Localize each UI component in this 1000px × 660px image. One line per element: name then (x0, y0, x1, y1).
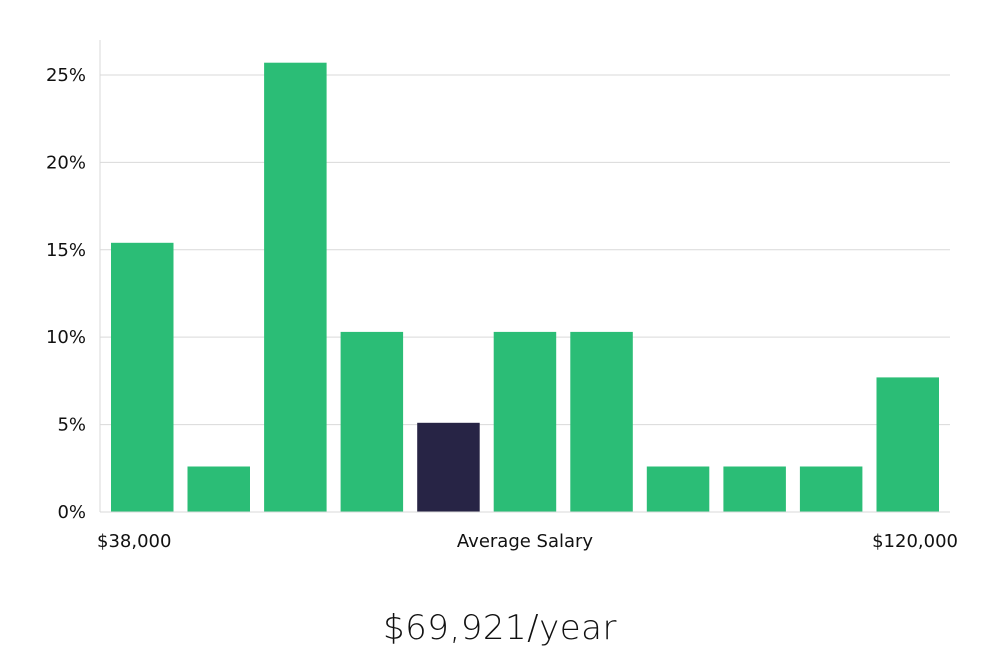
histogram-bar (111, 242, 174, 513)
histogram-bar (493, 331, 557, 512)
x-axis-title: Average Salary (457, 531, 594, 552)
histogram-bar (646, 466, 710, 512)
y-axis-ticks: 0% 5% 10% 15% 20% 25% (46, 65, 86, 523)
histogram-bar (799, 466, 863, 512)
average-salary-value: $69,921/year (383, 608, 617, 648)
histogram-bar (187, 466, 250, 512)
histogram-bar-highlighted (417, 422, 480, 512)
histogram-bar (876, 377, 939, 512)
histogram-bar (264, 62, 327, 512)
salary-histogram-chart: 0%5%10%15%20%25% $38,000 Average Salary … (46, 40, 958, 552)
y-tick-label: 25% (46, 65, 86, 86)
histogram-bar (723, 466, 786, 512)
y-tick-label: 10% (46, 327, 86, 348)
y-tick-label: 5% (57, 415, 86, 436)
histogram-bar (570, 331, 633, 512)
histogram-bars (111, 62, 939, 513)
x-axis-max-label: $120,000 (872, 531, 958, 552)
y-tick-label: 0% (57, 502, 86, 523)
x-axis-min-label: $38,000 (97, 531, 171, 552)
histogram-bar (340, 331, 404, 512)
gridlines (100, 74, 950, 426)
y-tick-label: 20% (46, 152, 86, 173)
y-tick-label: 15% (46, 240, 86, 261)
